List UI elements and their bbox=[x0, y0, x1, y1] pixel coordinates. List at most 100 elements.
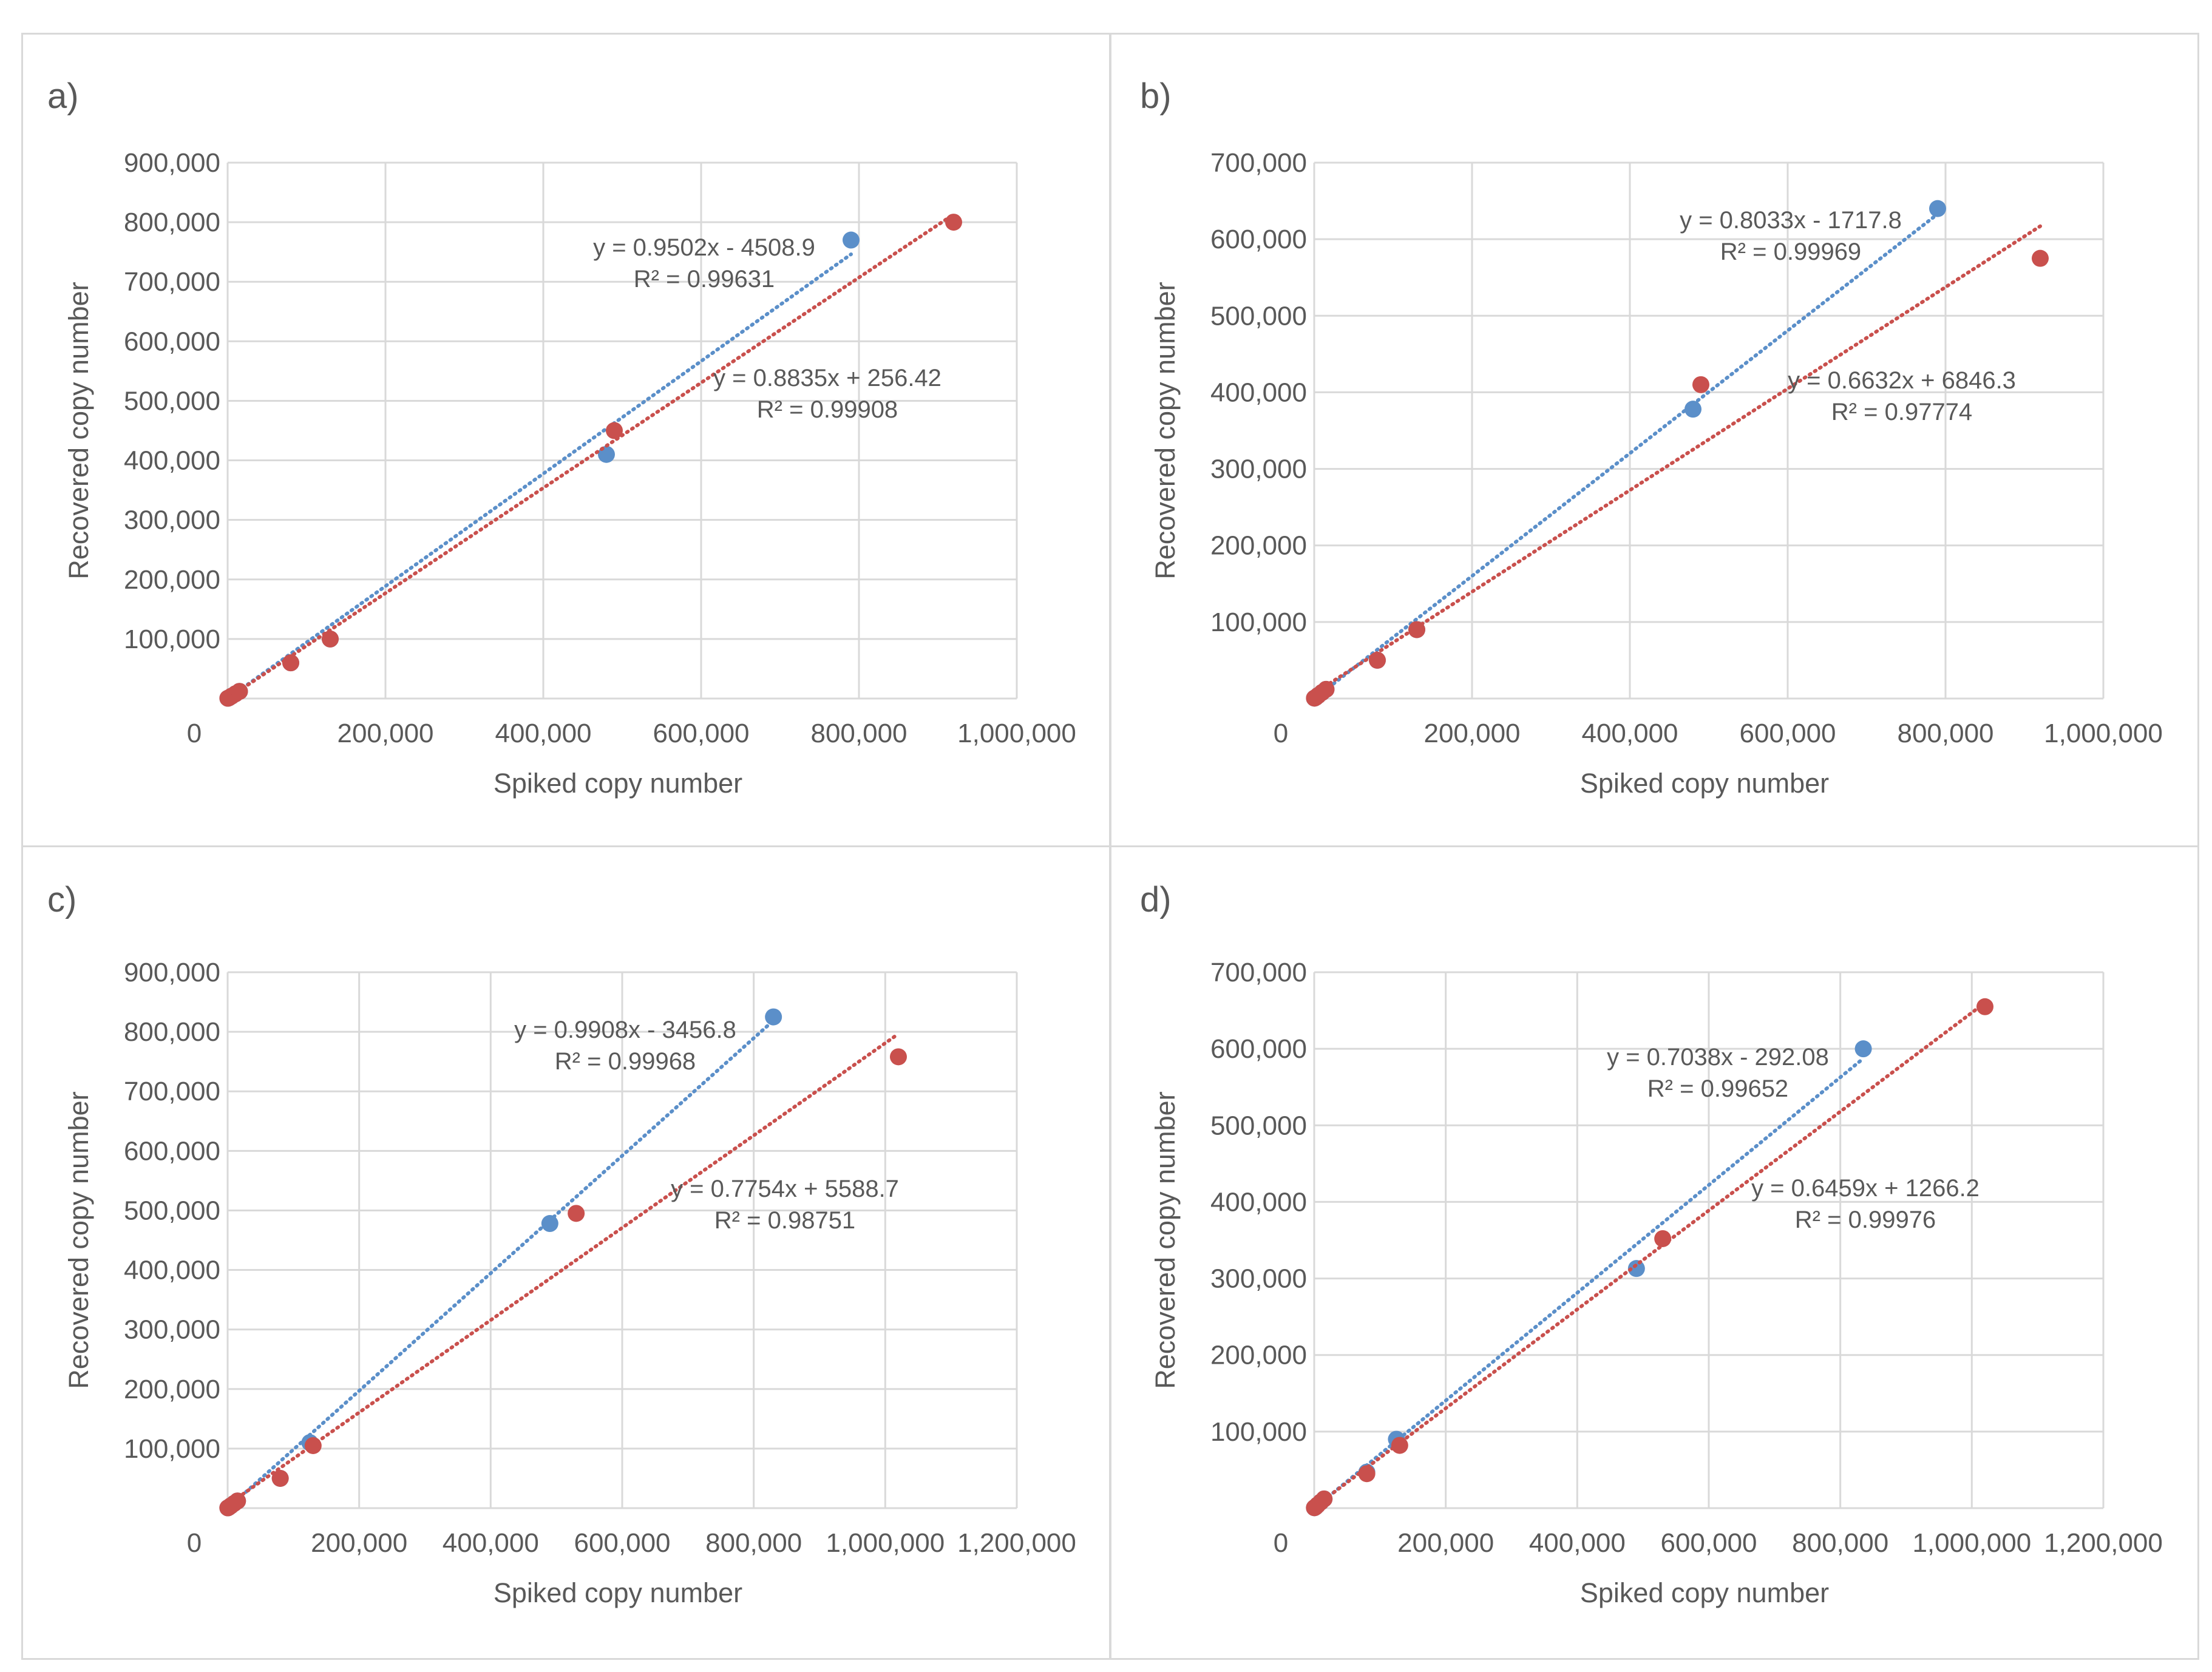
y-tick-label-a-0: 100,000 bbox=[124, 624, 220, 654]
point-a-red-7 bbox=[606, 422, 623, 439]
y-tick-label-b-4: 500,000 bbox=[1210, 301, 1307, 331]
x-tick-label-d-3: 600,000 bbox=[1660, 1528, 1757, 1558]
trendline-c-blue bbox=[226, 1018, 776, 1510]
y-tick-label-a-8: 900,000 bbox=[124, 148, 220, 178]
trend-r2-d-blue: R² = 0.99652 bbox=[1647, 1075, 1788, 1102]
y-tick-label-d-6: 700,000 bbox=[1210, 958, 1307, 987]
x-tick-label-d-6: 1,200,000 bbox=[2044, 1528, 2163, 1558]
x-tick-label-d-5: 1,000,000 bbox=[1912, 1528, 2031, 1558]
x-tick-label-c-6: 1,200,000 bbox=[957, 1528, 1076, 1558]
chart-panel-a bbox=[21, 33, 1111, 847]
y-tick-label-b-0: 100,000 bbox=[1210, 608, 1307, 637]
x-tick-label-c-5: 1,000,000 bbox=[826, 1528, 945, 1558]
point-c-red-7 bbox=[568, 1205, 585, 1222]
point-a-red-4 bbox=[231, 683, 248, 700]
y-tick-label-d-4: 500,000 bbox=[1210, 1111, 1307, 1140]
point-b-blue-8 bbox=[1929, 200, 1946, 217]
x-tick-label-c-0: 0 bbox=[187, 1528, 202, 1558]
trend-r2-b-red: R² = 0.97774 bbox=[1831, 399, 1972, 425]
trend-r2-c-red: R² = 0.98751 bbox=[714, 1207, 855, 1234]
x-axis-title-c: Spiked copy number bbox=[494, 1577, 742, 1608]
y-tick-label-d-3: 400,000 bbox=[1210, 1187, 1307, 1217]
y-tick-label-c-6: 700,000 bbox=[124, 1077, 220, 1106]
point-b-red-8 bbox=[2032, 249, 2049, 267]
trend-r2-c-blue: R² = 0.99968 bbox=[555, 1048, 696, 1075]
trendline-b-blue bbox=[1312, 212, 1939, 700]
trendline-c-red bbox=[226, 1032, 900, 1507]
x-tick-label-a-0: 0 bbox=[187, 719, 202, 748]
panel-label-b: b) bbox=[1140, 76, 1172, 116]
y-tick-label-c-5: 600,000 bbox=[124, 1136, 220, 1166]
x-axis-title-a: Spiked copy number bbox=[494, 768, 742, 799]
x-tick-label-a-4: 800,000 bbox=[810, 719, 907, 748]
y-tick-label-b-6: 700,000 bbox=[1210, 148, 1307, 178]
y-tick-label-b-1: 200,000 bbox=[1210, 531, 1307, 561]
x-tick-label-b-1: 200,000 bbox=[1423, 719, 1520, 748]
y-tick-label-a-7: 800,000 bbox=[124, 208, 220, 237]
point-d-red-7 bbox=[1654, 1230, 1672, 1247]
trend-equation-d-red: y = 0.6459x + 1266.2 bbox=[1751, 1175, 1980, 1202]
trend-r2-b-blue: R² = 0.99969 bbox=[1720, 239, 1861, 265]
x-tick-label-c-3: 600,000 bbox=[574, 1528, 670, 1558]
point-b-red-7 bbox=[1692, 376, 1709, 393]
point-a-blue-8 bbox=[843, 231, 860, 249]
y-tick-label-b-3: 400,000 bbox=[1210, 377, 1307, 407]
x-tick-label-a-2: 400,000 bbox=[495, 719, 591, 748]
point-a-red-6 bbox=[322, 630, 339, 648]
point-d-red-4 bbox=[1315, 1490, 1333, 1508]
y-tick-label-d-5: 600,000 bbox=[1210, 1034, 1307, 1064]
y-tick-label-c-7: 800,000 bbox=[124, 1017, 220, 1047]
point-c-blue-7 bbox=[541, 1215, 558, 1233]
panel-label-d: d) bbox=[1140, 880, 1172, 919]
trend-equation-a-blue: y = 0.9502x - 4508.9 bbox=[593, 234, 815, 261]
x-axis-title-b: Spiked copy number bbox=[1580, 768, 1829, 799]
x-tick-label-a-1: 200,000 bbox=[337, 719, 433, 748]
trend-equation-a-red: y = 0.8835x + 256.42 bbox=[713, 365, 941, 391]
y-tick-label-c-0: 100,000 bbox=[124, 1434, 220, 1464]
y-tick-label-d-0: 100,000 bbox=[1210, 1417, 1307, 1447]
panel-label-c: c) bbox=[47, 880, 76, 919]
x-tick-label-d-0: 0 bbox=[1274, 1528, 1288, 1558]
y-axis-title-b: Recovered copy number bbox=[1150, 282, 1181, 579]
point-d-red-5 bbox=[1358, 1465, 1376, 1483]
x-tick-label-d-4: 800,000 bbox=[1792, 1528, 1888, 1558]
x-tick-label-a-5: 1,000,000 bbox=[957, 719, 1076, 748]
y-tick-label-c-2: 300,000 bbox=[124, 1315, 220, 1345]
y-tick-label-a-3: 400,000 bbox=[124, 446, 220, 476]
x-tick-label-b-0: 0 bbox=[1274, 719, 1288, 748]
point-b-blue-7 bbox=[1684, 401, 1701, 418]
y-tick-label-c-4: 500,000 bbox=[124, 1196, 220, 1225]
y-axis-title-d: Recovered copy number bbox=[1150, 1091, 1181, 1389]
y-tick-label-a-6: 700,000 bbox=[124, 267, 220, 297]
x-tick-label-d-1: 200,000 bbox=[1397, 1528, 1494, 1558]
x-tick-label-b-3: 600,000 bbox=[1739, 719, 1836, 748]
point-c-red-5 bbox=[271, 1469, 289, 1487]
y-axis-title-a: Recovered copy number bbox=[63, 282, 94, 579]
point-b-red-6 bbox=[1408, 621, 1425, 638]
point-d-red-6 bbox=[1391, 1437, 1408, 1454]
point-d-red-8 bbox=[1976, 998, 1993, 1015]
y-tick-label-c-3: 400,000 bbox=[124, 1256, 220, 1285]
panel-label-a: a) bbox=[47, 76, 79, 116]
point-a-red-5 bbox=[282, 654, 299, 672]
x-tick-label-d-2: 400,000 bbox=[1529, 1528, 1626, 1558]
y-tick-label-a-5: 600,000 bbox=[124, 327, 220, 356]
y-tick-label-d-2: 300,000 bbox=[1210, 1264, 1307, 1294]
y-tick-label-b-5: 600,000 bbox=[1210, 225, 1307, 254]
trendline-a-red bbox=[226, 212, 955, 700]
y-tick-label-a-1: 200,000 bbox=[124, 565, 220, 595]
y-tick-label-c-8: 900,000 bbox=[124, 958, 220, 987]
point-c-blue-8 bbox=[765, 1008, 782, 1026]
x-tick-label-c-4: 800,000 bbox=[705, 1528, 802, 1558]
x-tick-label-a-3: 600,000 bbox=[653, 719, 749, 748]
point-a-red-8 bbox=[945, 214, 962, 231]
trend-equation-c-blue: y = 0.9908x - 3456.8 bbox=[514, 1017, 736, 1043]
point-b-red-5 bbox=[1369, 651, 1386, 669]
x-tick-label-c-2: 400,000 bbox=[443, 1528, 539, 1558]
chart-panel-c bbox=[21, 845, 1111, 1660]
point-d-blue-7 bbox=[1627, 1260, 1645, 1278]
y-tick-label-a-4: 500,000 bbox=[124, 386, 220, 416]
x-tick-label-b-5: 1,000,000 bbox=[2044, 719, 2163, 748]
x-tick-label-b-4: 800,000 bbox=[1897, 719, 1993, 748]
